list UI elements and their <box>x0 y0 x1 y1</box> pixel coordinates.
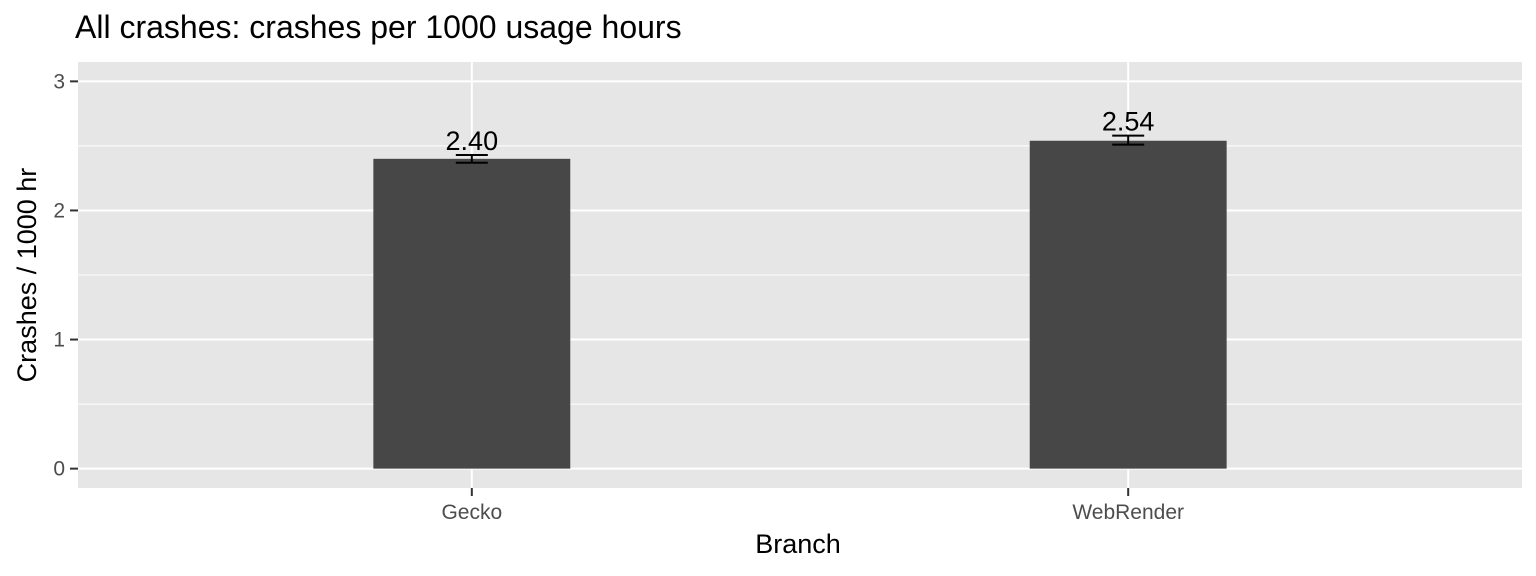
data-label: 2.40 <box>446 126 499 156</box>
y-tick-label: 2 <box>53 199 65 222</box>
x-axis-title: Branch <box>755 529 841 559</box>
x-tick-label: WebRender <box>1072 501 1184 524</box>
y-tick-label: 0 <box>53 458 65 481</box>
y-tick-label: 3 <box>53 70 65 93</box>
y-axis-title: Crashes / 1000 hr <box>12 168 42 383</box>
y-tick-label: 1 <box>53 329 65 352</box>
bar-webrender <box>1029 140 1227 469</box>
data-label: 2.54 <box>1102 107 1155 137</box>
bar-gecko <box>373 158 571 469</box>
x-tick-label: Gecko <box>441 501 502 524</box>
chart-title: All crashes: crashes per 1000 usage hour… <box>75 9 682 45</box>
